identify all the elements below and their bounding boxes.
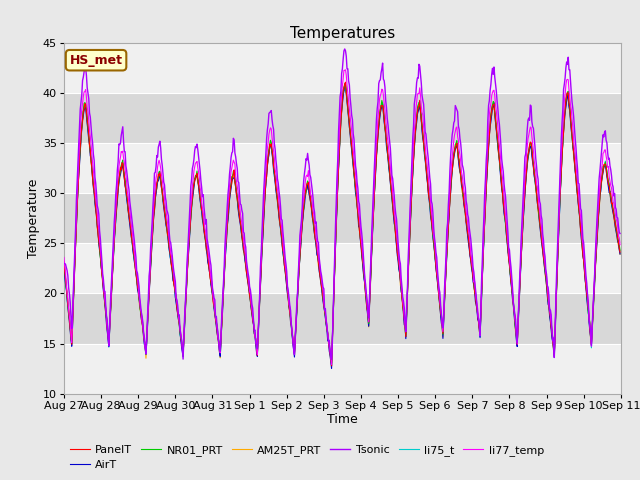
NR01_PRT [213, 323, 221, 328]
AM25T_PRT [127, 234, 135, 240]
Tsonic [127, 211, 135, 216]
Tsonic [70, 268, 78, 274]
Bar [64, 93, 621, 144]
AirT [616, 251, 624, 257]
AM25T_PRT [342, 81, 349, 87]
li77_temp [342, 67, 349, 72]
Tsonic [60, 261, 68, 266]
Tsonic [328, 357, 335, 362]
Line: AM25T_PRT: AM25T_PRT [64, 84, 620, 361]
Bar [64, 43, 621, 93]
PanelT [184, 262, 191, 268]
PanelT [342, 79, 349, 85]
AirT [70, 284, 78, 290]
li75_t [412, 130, 419, 136]
Line: li77_temp: li77_temp [64, 70, 620, 364]
Legend: PanelT, AirT, NR01_PRT, AM25T_PRT, Tsonic, li75_t, li77_temp: PanelT, AirT, NR01_PRT, AM25T_PRT, Tsoni… [70, 444, 544, 470]
AirT [428, 218, 435, 224]
NR01_PRT [70, 274, 78, 279]
Title: Temperatures: Temperatures [290, 25, 395, 41]
AM25T_PRT [60, 264, 68, 270]
PanelT [70, 281, 78, 287]
li77_temp [412, 120, 419, 125]
NR01_PRT [342, 82, 349, 88]
Tsonic [616, 231, 624, 237]
AirT [328, 366, 335, 372]
NR01_PRT [328, 360, 335, 366]
Tsonic [412, 95, 419, 101]
NR01_PRT [616, 247, 624, 253]
AirT [213, 330, 221, 336]
li77_temp [60, 254, 68, 260]
li77_temp [70, 274, 78, 279]
AM25T_PRT [412, 132, 419, 138]
Line: Tsonic: Tsonic [64, 49, 620, 360]
AirT [60, 263, 68, 269]
NR01_PRT [412, 131, 419, 136]
AirT [341, 81, 349, 87]
Line: li75_t: li75_t [64, 84, 620, 366]
li77_temp [213, 325, 221, 331]
Bar [64, 344, 621, 394]
li75_t [127, 232, 135, 238]
li75_t [213, 327, 221, 333]
Tsonic [428, 198, 435, 204]
PanelT [616, 249, 624, 255]
Line: PanelT: PanelT [64, 82, 620, 366]
Bar [64, 243, 621, 293]
li77_temp [616, 242, 624, 248]
li75_t [616, 251, 624, 256]
Line: NR01_PRT: NR01_PRT [64, 85, 620, 363]
NR01_PRT [127, 227, 135, 233]
li77_temp [328, 361, 335, 367]
li75_t [341, 81, 349, 86]
X-axis label: Time: Time [327, 413, 358, 426]
PanelT [60, 260, 68, 265]
li75_t [60, 265, 68, 271]
AM25T_PRT [70, 280, 78, 286]
NR01_PRT [428, 216, 435, 221]
Tsonic [184, 248, 191, 253]
li77_temp [184, 256, 191, 262]
Bar [64, 293, 621, 344]
Tsonic [341, 46, 349, 52]
AM25T_PRT [428, 216, 435, 222]
li75_t [70, 279, 78, 285]
AM25T_PRT [328, 358, 335, 364]
li77_temp [127, 223, 135, 228]
li77_temp [428, 208, 435, 214]
li75_t [184, 261, 191, 266]
PanelT [213, 326, 221, 332]
PanelT [428, 216, 435, 222]
AirT [412, 135, 419, 141]
Tsonic [213, 324, 221, 329]
PanelT [127, 230, 135, 236]
AirT [127, 234, 135, 240]
PanelT [328, 363, 335, 369]
AirT [184, 260, 191, 265]
Bar [64, 193, 621, 243]
Line: AirT: AirT [64, 84, 620, 369]
NR01_PRT [60, 259, 68, 264]
AM25T_PRT [213, 331, 221, 337]
AM25T_PRT [184, 262, 191, 268]
Text: HS_met: HS_met [70, 54, 123, 67]
PanelT [412, 132, 419, 138]
li75_t [428, 217, 435, 223]
NR01_PRT [184, 260, 191, 265]
AM25T_PRT [616, 252, 624, 257]
Bar [64, 144, 621, 193]
Y-axis label: Temperature: Temperature [27, 179, 40, 258]
li75_t [328, 363, 335, 369]
